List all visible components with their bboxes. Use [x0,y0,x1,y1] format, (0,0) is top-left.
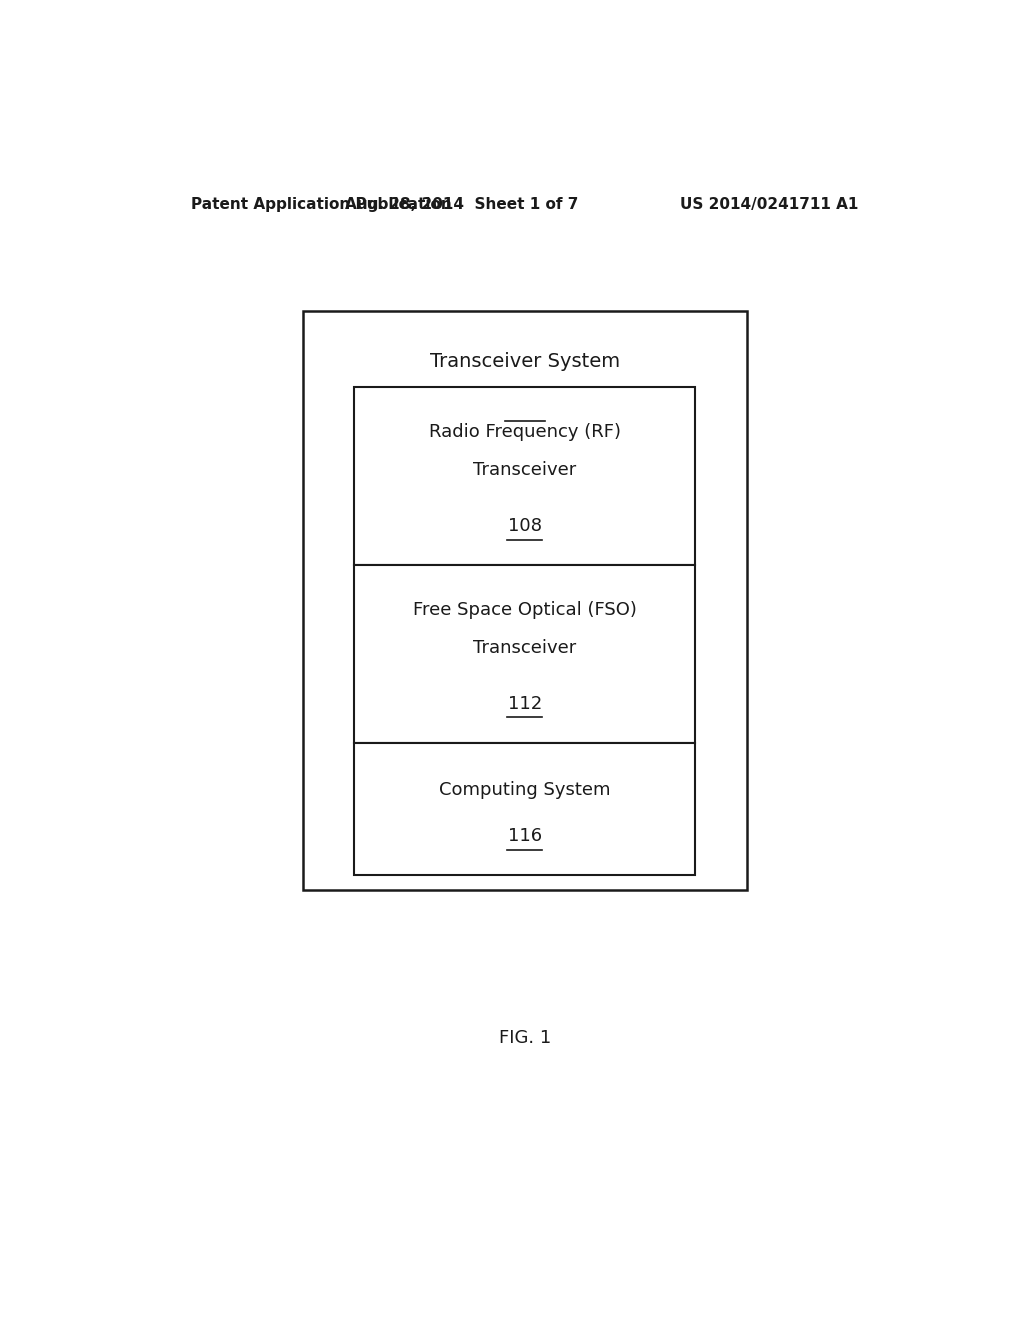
Text: 100: 100 [506,400,544,420]
Text: Patent Application Publication: Patent Application Publication [191,197,453,211]
Text: Transceiver: Transceiver [473,461,577,479]
Text: 112: 112 [508,696,542,713]
Text: Free Space Optical (FSO): Free Space Optical (FSO) [413,601,637,619]
FancyBboxPatch shape [354,565,695,743]
Text: Radio Frequency (RF): Radio Frequency (RF) [429,422,621,441]
Text: Transceiver System: Transceiver System [430,351,620,371]
FancyBboxPatch shape [303,312,748,890]
Text: Computing System: Computing System [439,781,610,800]
Text: Transceiver: Transceiver [473,639,577,657]
Text: US 2014/0241711 A1: US 2014/0241711 A1 [680,197,858,211]
Text: FIG. 1: FIG. 1 [499,1028,551,1047]
FancyBboxPatch shape [354,743,695,875]
FancyBboxPatch shape [354,387,695,565]
Text: 116: 116 [508,828,542,845]
Text: Aug. 28, 2014  Sheet 1 of 7: Aug. 28, 2014 Sheet 1 of 7 [345,197,578,211]
Text: 108: 108 [508,517,542,535]
